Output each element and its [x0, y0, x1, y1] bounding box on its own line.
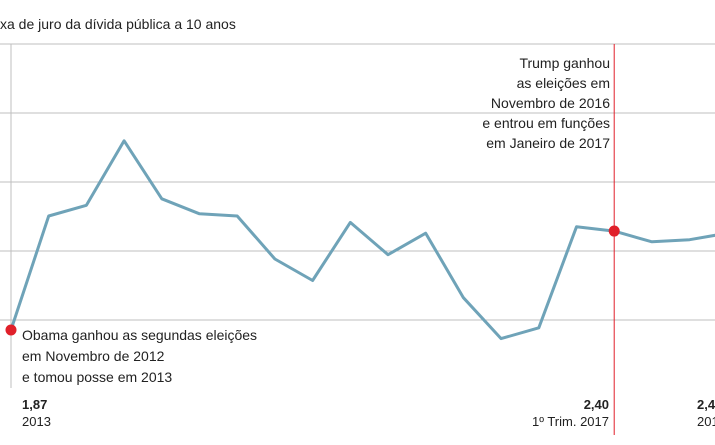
value-label-2017: 2,40 [584, 397, 609, 412]
period-label-2013: 2013 [22, 414, 51, 429]
annotation-obama-line-3: e tomou posse em 2013 [22, 369, 172, 385]
annotation-trump-line-1: Trump ganhou [519, 55, 610, 71]
period-label-last: 201 [697, 414, 715, 429]
annotation-obama-line-2: em Novembro de 2012 [22, 348, 165, 364]
value-label-last: 2,4 [697, 397, 715, 412]
series-line [9, 139, 715, 341]
chart-title: xa de juro da dívida pública a 10 anos [0, 16, 236, 32]
gridlines [0, 43, 715, 388]
annotation-trump-line-5: em Janeiro de 2017 [486, 135, 610, 151]
event-dots [5, 225, 620, 336]
annotation-obama-line-1: Obama ganhou as segundas eleições [22, 327, 257, 343]
annotation-trump-line-2: as eleições em [517, 75, 610, 91]
value-label-2013: 1,87 [22, 397, 47, 412]
annotation-trump-line-3: Novembro de 2016 [491, 95, 610, 111]
annotation-trump-line-4: e entrou em funções [482, 115, 610, 131]
event-dot-2013 [5, 324, 17, 336]
event-dot-2017 [608, 225, 620, 237]
period-label-2017: 1º Trim. 2017 [532, 414, 609, 429]
